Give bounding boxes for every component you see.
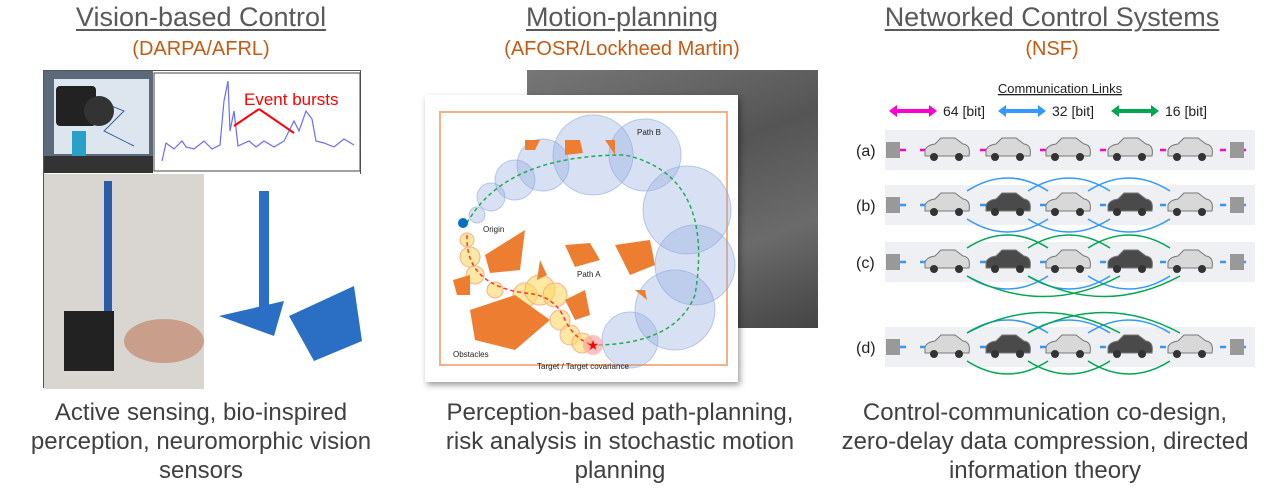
caption-vision: Active sensing, bio-inspired perception,… xyxy=(31,398,371,485)
target-label: Target / Target covariance xyxy=(537,362,629,371)
panel-title-vision: Vision-based Control xyxy=(75,2,327,32)
row-label: (d) xyxy=(856,340,876,357)
event-plot xyxy=(153,72,361,172)
caption-line: information theory xyxy=(948,457,1142,484)
car-icon xyxy=(924,334,970,358)
caption-line: perception, neuromorphic vision xyxy=(30,428,372,455)
sponsor-motion: (AFOSR/Lockheed Martin) xyxy=(504,38,740,60)
car-icon xyxy=(886,339,900,355)
origin-marker xyxy=(458,218,468,228)
legend-item: 32 [bit] xyxy=(998,103,1094,119)
car-icon xyxy=(1167,249,1213,273)
car-icon xyxy=(924,192,970,216)
car-icon xyxy=(985,334,1031,358)
car-icon xyxy=(1045,334,1091,358)
car-icon xyxy=(1107,249,1153,273)
legend-item: 16 [bit] xyxy=(1111,103,1207,119)
platoon-row: (d) xyxy=(856,311,1255,375)
target-star-icon: ★ xyxy=(587,337,600,353)
row-label: (b) xyxy=(856,198,876,215)
platoon-row: (c) xyxy=(856,234,1255,298)
caption-motion: Perception-based path-planning, risk ana… xyxy=(446,398,794,485)
car-icon xyxy=(1230,254,1244,270)
car-icon xyxy=(985,137,1031,161)
caption-ncs: Control-communication co-design, zero-de… xyxy=(842,398,1249,485)
car-icon xyxy=(886,254,900,270)
car-icon xyxy=(1107,137,1153,161)
event-reconstruction xyxy=(204,174,362,389)
path-b-label: Path B xyxy=(637,128,661,137)
car-icon xyxy=(1230,197,1244,213)
panel-title-ncs: Networked Control Systems xyxy=(884,2,1220,32)
caption-line: Perception-based path-planning, xyxy=(446,399,794,426)
panel-title-motion: Motion-planning xyxy=(525,2,719,32)
car-icon xyxy=(1107,334,1153,358)
platoon-row: (b) xyxy=(856,177,1255,233)
row-label: (c) xyxy=(856,255,875,272)
obstacles-label: Obstacles xyxy=(453,350,489,359)
vision-figure: Event bursts xyxy=(43,70,362,389)
legend-label: 16 [bit] xyxy=(1165,103,1207,119)
car-icon xyxy=(985,249,1031,273)
sponsor-vision: (DARPA/AFRL) xyxy=(132,38,270,60)
car-icon xyxy=(1045,249,1091,273)
car-icon xyxy=(1045,137,1091,161)
car-icon xyxy=(1045,192,1091,216)
path-planning-figure: ★ Path B Origin Path A Obstacles Target … xyxy=(425,95,738,382)
car-icon xyxy=(886,142,900,158)
platoon-row: (a) xyxy=(856,130,1255,170)
legend-item: 64 [bit] xyxy=(889,103,985,119)
car-icon xyxy=(985,192,1031,216)
sponsor-ncs: (NSF) xyxy=(1025,38,1079,60)
caption-line: Control-communication co-design, xyxy=(862,399,1228,426)
row-label: (a) xyxy=(856,143,876,160)
legend-title: Communication Links xyxy=(998,81,1123,96)
legend-label: 32 [bit] xyxy=(1052,103,1094,119)
event-bursts-label: Event bursts xyxy=(244,90,339,109)
origin-label: Origin xyxy=(483,225,504,234)
path-a-label: Path A xyxy=(577,270,601,279)
car-icon xyxy=(924,137,970,161)
car-icon xyxy=(1230,142,1244,158)
car-icon xyxy=(886,197,900,213)
caption-line: zero-delay data compression, directed xyxy=(841,428,1249,455)
obstacles xyxy=(453,140,655,350)
car-icon xyxy=(1167,192,1213,216)
caption-line: planning xyxy=(574,457,666,484)
car-icon xyxy=(1230,339,1244,355)
car-icon xyxy=(1167,334,1213,358)
caption-line: sensors xyxy=(158,457,244,484)
car-icon xyxy=(1107,192,1153,216)
legend-label: 64 [bit] xyxy=(943,103,985,119)
car-icon xyxy=(924,249,970,273)
car-icon xyxy=(1167,137,1213,161)
caption-line: risk analysis in stochastic motion xyxy=(445,428,795,455)
platoon-figure: Communication Links 64 [bit] 32 [bit] 16 [… xyxy=(830,70,1270,390)
caption-line: Active sensing, bio-inspired xyxy=(54,399,348,426)
